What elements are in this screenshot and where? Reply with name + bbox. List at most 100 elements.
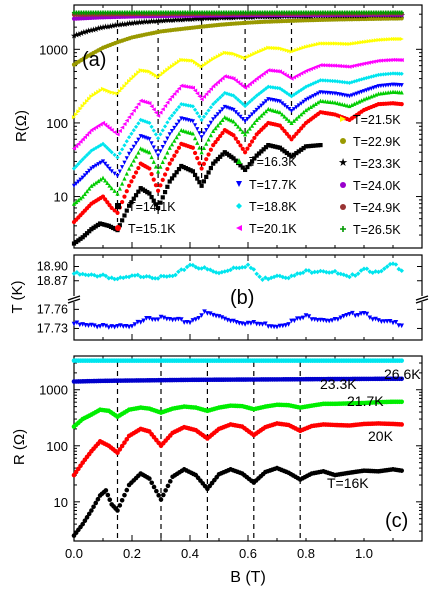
data-point: ★ (70, 30, 77, 40)
data-point (206, 108, 211, 113)
data-point (387, 261, 393, 267)
data-point (323, 41, 328, 46)
data-point (87, 130, 92, 135)
data-point (98, 221, 103, 226)
data-point (158, 110, 163, 115)
data-point (202, 265, 207, 270)
data-point (311, 43, 316, 48)
data-point (181, 57, 186, 63)
data-point (76, 198, 81, 203)
data-point (103, 143, 108, 149)
data-point (352, 92, 357, 97)
data-point (211, 102, 216, 107)
data-point (161, 492, 166, 498)
data-point (165, 150, 170, 155)
data-point (287, 118, 292, 123)
data-point (190, 169, 195, 174)
data-point (136, 137, 141, 142)
data-point (315, 143, 321, 148)
data-point (174, 122, 179, 127)
data-point (197, 114, 202, 119)
data-point (218, 109, 223, 114)
data-point (277, 123, 282, 128)
data-point (301, 145, 306, 151)
data-point (270, 68, 276, 73)
data-point: ★ (201, 13, 208, 23)
data-point (280, 46, 285, 52)
data-point (266, 84, 271, 89)
x-tick-label: 0.4 (181, 546, 199, 561)
data-point (222, 316, 228, 322)
data-point (117, 151, 122, 156)
data-point (215, 80, 220, 85)
data-point (156, 188, 161, 193)
data-point (371, 74, 376, 79)
series-label: 20K (368, 428, 394, 444)
data-point (329, 269, 335, 275)
data-point (390, 36, 396, 42)
data-point (342, 41, 347, 46)
data-point (133, 154, 139, 159)
data-point: ★ (148, 16, 155, 26)
data-point (308, 43, 313, 48)
data-point (299, 147, 304, 152)
data-point (93, 180, 99, 185)
data-point (249, 112, 255, 117)
data-point (364, 39, 369, 44)
data-point (344, 41, 350, 47)
data-point (129, 200, 134, 205)
data-point (162, 69, 168, 74)
data-point (147, 69, 152, 74)
data-point (220, 76, 225, 81)
data-point (225, 268, 230, 274)
data-point (218, 120, 223, 125)
data-point (263, 69, 269, 75)
data-point (386, 58, 391, 63)
data-point (388, 71, 393, 76)
data-point: ★ (206, 13, 213, 23)
data-point (218, 154, 223, 159)
data-point (74, 320, 80, 326)
data-point (127, 183, 132, 188)
data-point (169, 142, 175, 147)
data-point (147, 166, 152, 171)
data-point (161, 273, 167, 279)
data-point (399, 102, 404, 107)
axis-break-gap (416, 296, 428, 302)
y-tick-label: 18.90 (37, 260, 68, 274)
data-point (107, 202, 112, 208)
data-point (218, 78, 223, 83)
data-point (129, 111, 134, 116)
panel-label: (b) (230, 287, 254, 309)
data-point (224, 116, 230, 121)
panel-label: (c) (385, 510, 408, 532)
data-point (313, 101, 318, 106)
data-point (277, 99, 282, 104)
data-point (181, 267, 187, 273)
data-point (275, 85, 280, 91)
data-point (165, 166, 170, 172)
data-point (199, 150, 204, 155)
data-point (320, 78, 326, 83)
data-point (294, 105, 299, 110)
data-point (144, 274, 149, 279)
data-point (344, 64, 350, 69)
y-tick-label: 18.87 (37, 274, 68, 288)
data-point (227, 51, 232, 56)
data-point (112, 208, 117, 213)
data-point: ★ (107, 21, 114, 31)
data-point (252, 120, 257, 125)
data-point (153, 132, 159, 137)
data-point (176, 86, 182, 91)
data-point (335, 79, 340, 84)
data-point (296, 149, 301, 154)
data-point (201, 179, 207, 184)
data-point (315, 317, 320, 323)
legend-marker (115, 225, 121, 231)
data-point (117, 169, 122, 174)
data-point (176, 104, 182, 110)
data-point (388, 57, 393, 63)
data-point (359, 40, 364, 45)
data-point (320, 63, 326, 68)
data-point (187, 262, 193, 268)
